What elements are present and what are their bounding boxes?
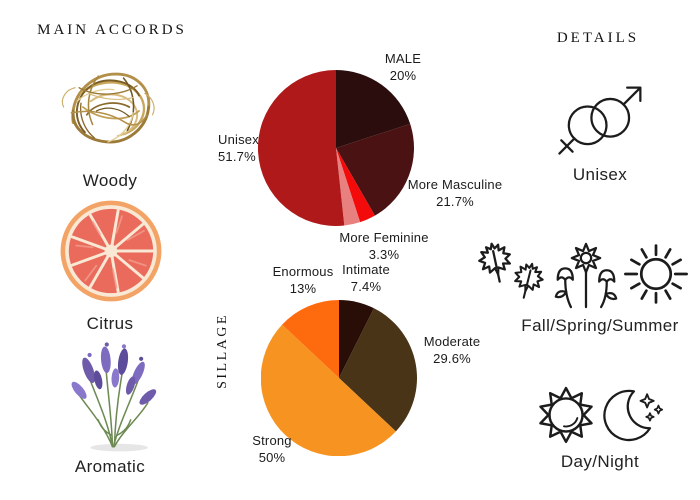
more-masculine-callout: More Masculine 21.7% [395, 176, 515, 210]
sun-icon [620, 240, 692, 308]
enormous-slice [282, 300, 339, 378]
unlabeled-slice [336, 148, 361, 226]
flowers-icon [553, 238, 619, 312]
unisex-slice [258, 70, 345, 226]
male-slice [336, 70, 411, 148]
male-label: MALE [384, 51, 422, 66]
accord-label-citrus: Citrus [86, 314, 134, 333]
more-feminine-label: More Feminine [339, 230, 429, 245]
more-masculine-label: More Masculine [407, 177, 503, 192]
unisex-pct: 51.7% [218, 149, 256, 165]
vetiver-nest-photo [52, 50, 168, 168]
more-feminine-callout: More Feminine 3.3% [324, 229, 444, 263]
moon-stars-icon [598, 384, 666, 446]
maple-leaves-icon [477, 240, 553, 310]
accord-label-aromatic: Aromatic [74, 457, 146, 476]
more-masculine-slice [336, 123, 414, 216]
gender-pie-chart [258, 70, 414, 226]
more-feminine-pct: 3.3% [368, 247, 400, 263]
male-pct: 20% [389, 68, 417, 84]
moderate-slice [339, 308, 417, 432]
time-detail-label: Day/Night [560, 452, 640, 471]
lavender-bunch-photo [60, 338, 165, 456]
intimate-slice [339, 300, 374, 378]
more-masculine-pct: 21.7% [436, 194, 474, 210]
sillage-pie-chart [261, 300, 417, 456]
enormous-label: Enormous [272, 264, 334, 279]
strong-callout: Strong 50% [232, 432, 312, 466]
intimate-callout: Intimate 7.4% [321, 261, 411, 295]
female-male-symbol-icon [546, 82, 650, 162]
seasons-detail-label: Fall/Spring/Summer [521, 316, 679, 335]
main-accords-header: MAIN ACCORDS [37, 22, 187, 38]
day-sun-icon [535, 383, 597, 449]
enormous-pct: 13% [289, 281, 317, 297]
intimate-label: Intimate [342, 262, 390, 277]
details-header: DETAILS [556, 30, 640, 46]
gender-detail-label: Unisex [572, 165, 628, 184]
grapefruit-image [60, 200, 162, 302]
accord-label-woody: Woody [82, 171, 138, 190]
intimate-pct: 7.4% [350, 279, 382, 295]
strong-label: Strong [252, 433, 292, 448]
strong-slice [261, 324, 396, 456]
more-feminine-slice [336, 148, 375, 223]
strong-pct: 50% [258, 450, 286, 466]
enormous-callout: Enormous 13% [253, 263, 353, 297]
moderate-pct: 29.6% [433, 351, 471, 367]
grapefruit-half-photo [56, 196, 166, 306]
male-callout: MALE 20% [353, 50, 453, 84]
moderate-callout: Moderate 29.6% [402, 333, 502, 367]
moderate-label: Moderate [423, 334, 481, 349]
vetiver-nest-image [61, 72, 155, 144]
lavender-image [71, 342, 157, 452]
unisex-callout: Unisex 51.7% [218, 131, 288, 165]
sillage-axis-label: SILLAGE [215, 313, 230, 389]
unisex-label: Unisex [218, 132, 259, 147]
